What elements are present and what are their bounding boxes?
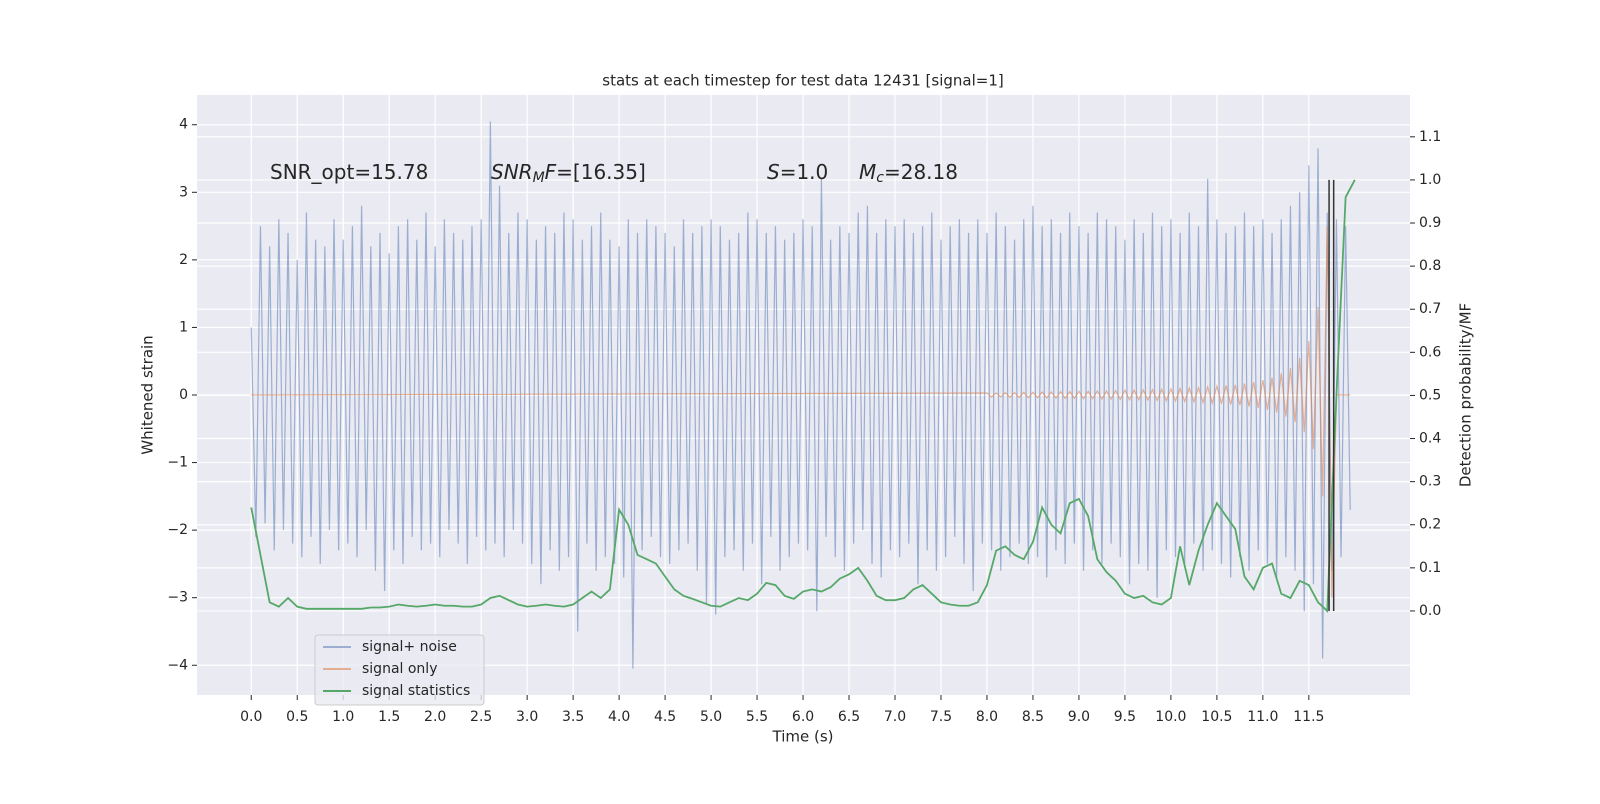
y2-tick-label: 0.7 [1419, 301, 1441, 317]
x-tick-label: 3.5 [562, 709, 584, 725]
x-tick-label: 5.0 [700, 709, 722, 725]
x-tick-label: 6.0 [792, 709, 814, 725]
legend-box [314, 634, 485, 706]
y-tick-label: 2 [179, 252, 188, 268]
y-axis-label: Whitened strain [139, 335, 157, 454]
y2-tick-label: 1.0 [1419, 172, 1441, 188]
x-tick-label: 7.5 [930, 709, 952, 725]
x-tick-label: 0.0 [240, 709, 262, 725]
x-tick-label: 8.5 [1022, 709, 1044, 725]
annotation: S=1.0 [767, 160, 828, 184]
y-tick-label: 4 [179, 117, 188, 133]
series-line [251, 226, 1351, 598]
x-tick-label: 2.0 [424, 709, 446, 725]
y2-tick-label: 0.4 [1419, 431, 1441, 447]
y-tick-label: 3 [179, 184, 188, 200]
x-tick-label: 0.5 [286, 709, 308, 725]
x-tick-label: 1.0 [332, 709, 354, 725]
y2-tick-label: 1.1 [1419, 129, 1441, 145]
y2-tick-label: 0.5 [1419, 387, 1441, 403]
x-tick-label: 8.0 [976, 709, 998, 725]
x-axis-label: Time (s) [772, 728, 834, 746]
y-tick-label: −2 [167, 522, 188, 538]
y2-tick-label: 0.9 [1419, 215, 1441, 231]
x-tick-label: 10.5 [1201, 709, 1232, 725]
x-tick-label: 5.5 [746, 709, 768, 725]
y-tick-label: −4 [167, 657, 188, 673]
x-tick-label: 4.5 [654, 709, 676, 725]
x-tick-label: 6.5 [838, 709, 860, 725]
x-tick-label: 11.5 [1293, 709, 1324, 725]
x-tick-label: 10.0 [1155, 709, 1186, 725]
annotation: Mc=28.18 [859, 160, 958, 187]
y-tick-label: −3 [167, 590, 188, 606]
y-tick-label: −1 [167, 455, 188, 471]
x-tick-label: 1.5 [378, 709, 400, 725]
legend-label: signal statistics [362, 683, 470, 699]
x-tick-label: 3.0 [516, 709, 538, 725]
y2-tick-label: 0.3 [1419, 474, 1441, 490]
series-line [250, 121, 1351, 669]
x-tick-label: 2.5 [470, 709, 492, 725]
legend-label: signal+ noise [362, 639, 457, 655]
y2-tick-label: 0.6 [1419, 344, 1441, 360]
annotation: SNR_opt=15.78 [270, 160, 428, 184]
x-tick-label: 9.0 [1068, 709, 1090, 725]
annotation: SNRMF=[16.35] [491, 160, 646, 187]
y2-axis-label: Detection probability/MF [1457, 303, 1475, 487]
y2-tick-label: 0.8 [1419, 258, 1441, 274]
y-tick-label: 0 [179, 387, 188, 403]
x-tick-label: 9.5 [1114, 709, 1136, 725]
y2-tick-label: 0.2 [1419, 517, 1441, 533]
y-tick-label: 1 [179, 319, 188, 335]
y2-tick-label: 0.1 [1419, 560, 1441, 576]
series-line [250, 179, 1356, 613]
x-tick-label: 11.0 [1247, 709, 1278, 725]
x-tick-label: 4.0 [608, 709, 630, 725]
legend-label: signal only [362, 661, 437, 677]
y2-tick-label: 0.0 [1419, 603, 1441, 619]
x-tick-label: 7.0 [884, 709, 906, 725]
chart-title: stats at each timestep for test data 124… [602, 72, 1003, 90]
